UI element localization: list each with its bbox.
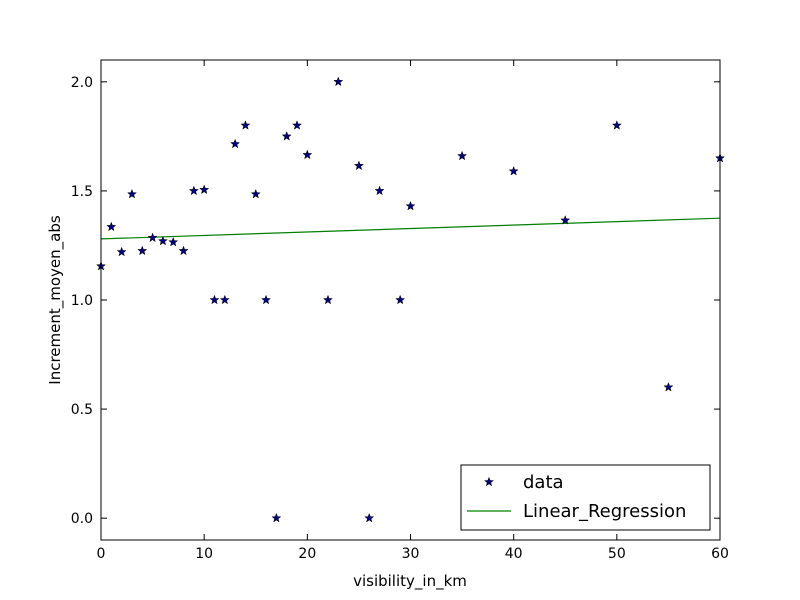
x-tick-label: 30 [402,546,420,562]
x-tick-label: 40 [505,546,523,562]
data-point [333,76,344,87]
regression-line [100,217,721,240]
data-point [663,381,674,392]
data-point [126,188,138,199]
y-tick-label: 0.5 [71,402,93,418]
data-point [240,120,251,130]
x-tick-label: 60 [711,546,729,562]
data-point [230,138,241,149]
x-tick-label: 20 [298,546,316,562]
legend-marker-data [483,476,495,487]
data-point [199,184,210,195]
data-point [250,188,261,199]
data-point [157,235,168,246]
legend-label: data [523,472,564,493]
legend-box [460,464,711,531]
y-axis-ticks: 0.0 0.5 1.0 1.5 2.0 [71,75,720,527]
data-point [281,131,292,141]
data-point [457,150,468,161]
data-point [611,120,622,130]
data-point [405,200,416,211]
data-point [271,512,282,523]
data-point [374,185,385,196]
x-tick-label: 0 [97,546,106,562]
data-point [219,294,230,305]
data-point [147,232,158,243]
y-axis-label: Increment_moyen_abs [46,215,65,385]
y-tick-label: 1.0 [71,293,93,309]
data-point [353,160,364,171]
legend-label: Linear_Regression [523,501,686,522]
data-point [137,245,148,256]
x-axis-ticks: 0 10 20 30 40 50 60 [97,60,729,562]
data-point [560,215,571,225]
data-point [116,246,127,257]
data-point [188,185,199,196]
x-tick-label: 10 [195,546,213,562]
x-tick-label: 50 [608,546,626,562]
data-point [364,512,375,523]
data-point [395,294,406,305]
data-point [322,294,334,305]
data-point [260,294,272,305]
data-point [168,236,179,247]
data-point [209,294,220,305]
y-tick-label: 0.0 [71,511,93,527]
legend: data Linear_Regression [460,464,711,531]
data-point [302,149,313,160]
y-tick-label: 1.5 [71,184,93,200]
x-axis-label: visibility_in_km [353,572,467,591]
data-point [508,165,519,176]
y-tick-label: 2.0 [71,75,93,91]
data-point [291,120,303,130]
data-point [106,221,117,232]
data-point [178,245,189,256]
